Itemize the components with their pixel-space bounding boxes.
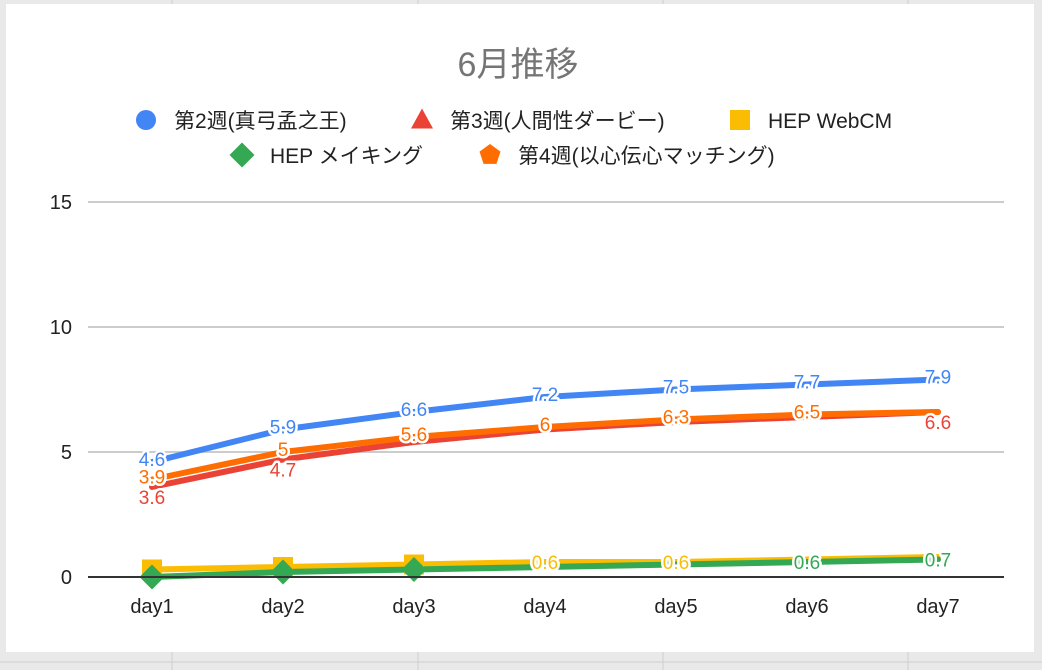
- data-label: 4.7: [270, 461, 296, 482]
- data-label: 6.6: [925, 413, 951, 434]
- legend-swatch-icon: [730, 110, 750, 130]
- data-label: 7.2: [532, 385, 558, 406]
- data-label: 3.9: [139, 468, 165, 489]
- data-label: 4.6: [139, 450, 165, 471]
- legend-item: 第2週(真弓孟之王): [136, 110, 347, 133]
- data-label: 7.7: [794, 373, 820, 394]
- x-tick-label: day1: [130, 596, 173, 618]
- data-label: 5: [278, 440, 289, 461]
- data-label: 0.6: [532, 553, 558, 574]
- data-labels: 4.6 5.9 6.6 7.2 7.5 7.7 7.9 3.6 4.7 6.6 0.6 0.6 0.6 0…: [136, 365, 953, 577]
- data-label: 6.6: [401, 400, 427, 421]
- y-axis-tick-labels: 0 5 10 15: [50, 192, 72, 589]
- data-label: 3.6: [139, 488, 165, 509]
- x-tick-label: day7: [916, 596, 959, 618]
- chart-title: 6月推移: [458, 46, 579, 84]
- data-point-marker: [401, 557, 427, 582]
- legend-swatch-icon: [411, 108, 433, 129]
- legend-item: HEP WebCM: [730, 110, 892, 133]
- data-label: 6.3: [663, 408, 689, 429]
- legend-label: 第4週(以心伝心マッチング): [518, 145, 775, 168]
- data-label: 0.6: [663, 553, 689, 574]
- data-label: 7.9: [925, 368, 951, 389]
- legend-item: 第3週(人間性ダービー): [411, 108, 665, 133]
- gridlines: [88, 201, 1004, 453]
- legend-label: HEP メイキング: [270, 145, 423, 168]
- series-line: [149, 376, 941, 465]
- series-line: [149, 409, 941, 483]
- legend-swatch-icon: [479, 144, 501, 164]
- x-tick-label: day2: [261, 596, 304, 618]
- x-tick-label: day3: [392, 596, 435, 618]
- chart-card[interactable]: 6月推移 第2週(真弓孟之王) 第3週(人間性ダービー) HEP WebCM HEP …: [6, 4, 1034, 652]
- data-label: 5.6: [401, 425, 427, 446]
- legend-swatch-icon: [229, 142, 255, 168]
- data-label: 0.6: [794, 553, 820, 574]
- x-axis-tick-labels: day1 day2 day3 day4 day5 day6 day7: [130, 596, 959, 618]
- legend-label: HEP WebCM: [768, 110, 892, 133]
- y-tick-label: 10: [50, 317, 72, 339]
- legend-label: 第2週(真弓孟之王): [174, 110, 347, 133]
- data-label: 7.5: [663, 378, 689, 399]
- y-tick-label: 5: [61, 442, 72, 464]
- data-label: 6.5: [794, 403, 820, 424]
- y-tick-label: 15: [50, 192, 72, 214]
- y-tick-label: 0: [61, 567, 72, 589]
- legend: 第2週(真弓孟之王) 第3週(人間性ダービー) HEP WebCM HEP メイキング…: [136, 108, 892, 168]
- legend-swatch-icon: [136, 110, 156, 130]
- line-chart: 6月推移 第2週(真弓孟之王) 第3週(人間性ダービー) HEP WebCM HEP …: [50, 46, 1004, 618]
- data-label: 5.9: [270, 418, 296, 439]
- x-tick-label: day4: [523, 596, 566, 618]
- data-label: 6: [540, 415, 551, 436]
- legend-item: HEP メイキング: [229, 142, 423, 168]
- x-tick-label: day5: [654, 596, 697, 618]
- data-point-marker: [270, 559, 296, 585]
- x-tick-label: day6: [785, 596, 828, 618]
- legend-label: 第3週(人間性ダービー): [450, 110, 665, 133]
- data-label: 0.7: [925, 551, 951, 572]
- legend-item: 第4週(以心伝心マッチング): [479, 144, 775, 168]
